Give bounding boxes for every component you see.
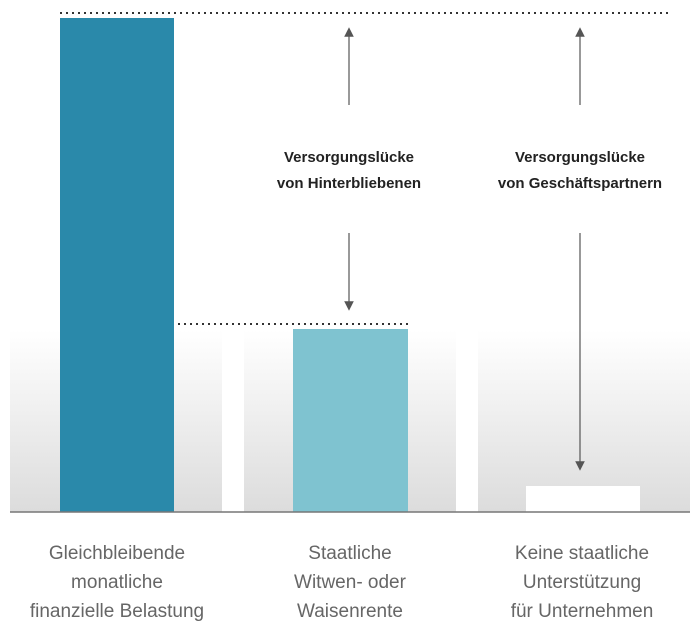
gap-label: von Hinterbliebenen bbox=[277, 175, 421, 192]
column-label: Keine staatliche bbox=[515, 543, 649, 564]
column-label: Waisenrente bbox=[297, 601, 403, 622]
column-label: finanzielle Belastung bbox=[30, 601, 204, 622]
bar bbox=[60, 18, 174, 512]
panel bbox=[478, 330, 690, 512]
column-label: monatliche bbox=[71, 572, 163, 593]
gap-label: Versorgungslücke bbox=[284, 149, 414, 166]
column-label: Staatliche bbox=[308, 543, 391, 564]
gap-label: Versorgungslücke bbox=[515, 149, 645, 166]
column-label: für Unternehmen bbox=[511, 601, 654, 622]
column-label: Gleichbleibende bbox=[49, 543, 185, 564]
column-label: Witwen- oder bbox=[294, 572, 407, 593]
column-label: Unterstützung bbox=[523, 572, 641, 593]
bar bbox=[526, 486, 640, 512]
bar bbox=[293, 329, 408, 512]
gap-label: von Geschäftspartnern bbox=[498, 175, 662, 192]
